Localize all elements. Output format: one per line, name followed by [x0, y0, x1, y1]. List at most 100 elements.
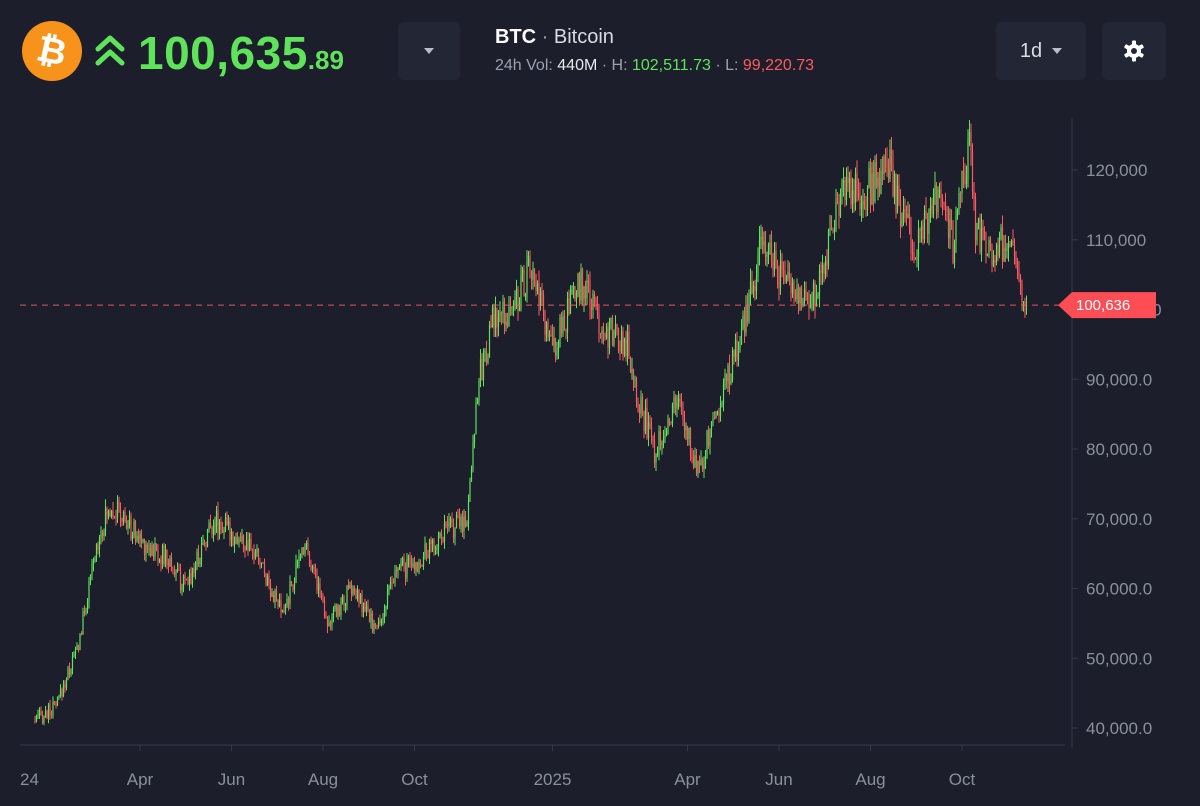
- pair-dropdown-button[interactable]: [398, 22, 460, 80]
- candle-body: [257, 549, 260, 563]
- candle-body: [91, 564, 93, 575]
- candle-body: [844, 180, 846, 201]
- candle-body: [1001, 227, 1004, 261]
- candle-body: [1019, 277, 1022, 285]
- candle-body: [53, 701, 56, 706]
- candle-body: [103, 532, 105, 537]
- price-badge-label: 100,636: [1076, 297, 1130, 314]
- candle-body: [733, 350, 735, 357]
- candle-body: [623, 338, 626, 355]
- candle-body: [664, 435, 666, 438]
- candle-body: [190, 572, 192, 584]
- candle-body: [271, 592, 273, 598]
- candle-body: [563, 315, 566, 331]
- low-value: 99,220.73: [742, 57, 815, 74]
- low-label: · L:: [710, 57, 743, 74]
- candle-body: [454, 528, 456, 539]
- candle-body: [571, 289, 573, 293]
- candle-body: [941, 197, 944, 204]
- candle-body: [931, 205, 933, 215]
- candle-body: [862, 200, 864, 204]
- candle-body: [812, 282, 815, 304]
- candle-body: [800, 287, 803, 305]
- candle-body: [1006, 249, 1008, 251]
- x-tick-label: Oct: [949, 770, 976, 789]
- candle-body: [977, 218, 980, 224]
- candle-body: [959, 193, 962, 195]
- candle-body: [337, 605, 339, 617]
- candle-body: [725, 374, 728, 382]
- candle-body: [805, 289, 807, 293]
- candle-body: [721, 403, 723, 405]
- candle-body: [245, 540, 248, 551]
- candle-body: [559, 316, 561, 348]
- candle-body: [443, 522, 446, 542]
- candle-body: [902, 209, 905, 219]
- candle-body: [841, 183, 843, 193]
- candle-body: [1007, 243, 1010, 250]
- candle-body: [49, 704, 51, 716]
- candle-body: [970, 132, 972, 151]
- candle-body: [94, 557, 96, 562]
- candle-body: [98, 537, 101, 550]
- candle-body: [329, 622, 332, 625]
- candle-body: [445, 522, 447, 525]
- candle-body: [964, 173, 966, 185]
- candle-body: [128, 515, 131, 526]
- candle-body: [788, 271, 791, 279]
- candle-body: [634, 378, 636, 381]
- candle-body: [1018, 270, 1020, 278]
- candlestick-series[interactable]: [34, 120, 1028, 726]
- candle-body: [416, 562, 419, 572]
- candle-body: [130, 515, 132, 539]
- candle-body: [860, 203, 863, 210]
- candle-body: [856, 173, 858, 192]
- candle-body: [352, 588, 354, 595]
- candle-body: [158, 560, 161, 562]
- candle-body: [410, 562, 413, 566]
- candle-body: [935, 185, 938, 213]
- candle-body: [295, 560, 297, 583]
- candle-body: [335, 605, 338, 617]
- candle-body: [752, 285, 755, 294]
- settings-button[interactable]: [1102, 22, 1166, 80]
- candle-body: [274, 590, 276, 603]
- candle-body: [661, 443, 663, 445]
- candle-body: [217, 510, 219, 534]
- candle-body: [593, 293, 596, 300]
- candle-body: [392, 582, 395, 584]
- candle-body: [745, 305, 747, 333]
- interval-selector-button[interactable]: 1d: [996, 22, 1086, 80]
- candle-body: [425, 543, 428, 556]
- candle-body: [275, 590, 278, 600]
- candle-body: [808, 300, 810, 308]
- candle-body: [635, 378, 638, 402]
- candle-body: [578, 273, 581, 302]
- candle-body: [44, 711, 47, 717]
- candle-body: [181, 587, 183, 591]
- candle-body: [188, 572, 191, 585]
- candle-body: [511, 307, 513, 309]
- x-tick-label: Jun: [218, 770, 245, 789]
- candle-body: [457, 515, 459, 517]
- candle-body: [878, 177, 881, 194]
- candle-body: [316, 573, 318, 590]
- candle-body: [62, 683, 65, 697]
- candle-body: [515, 288, 518, 297]
- candle-body: [782, 270, 785, 272]
- candle-body: [502, 301, 504, 314]
- candle-body: [226, 517, 228, 525]
- candle-body: [713, 418, 716, 420]
- candle-body: [928, 209, 930, 234]
- candle-body: [58, 696, 60, 698]
- candle-body: [203, 542, 206, 546]
- candle-body: [755, 277, 758, 291]
- candle-body: [419, 563, 422, 566]
- candle-body: [517, 288, 519, 312]
- candle-body: [409, 557, 411, 563]
- candle-body: [478, 380, 480, 401]
- candle-body: [179, 570, 182, 591]
- candle-body: [119, 508, 122, 519]
- candle-body: [695, 455, 698, 474]
